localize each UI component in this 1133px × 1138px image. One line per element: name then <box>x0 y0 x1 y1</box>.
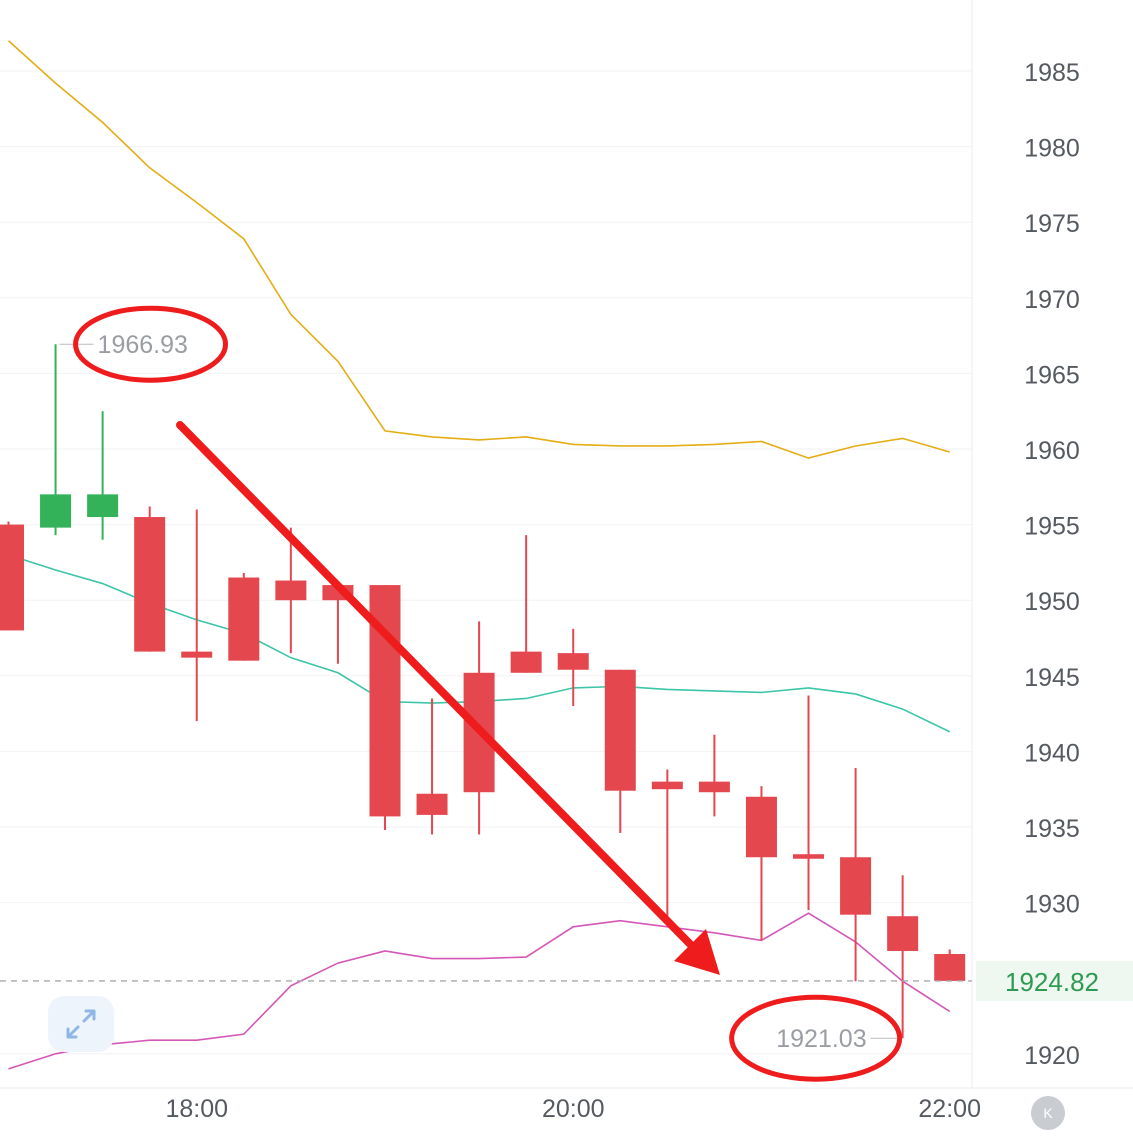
candle-body <box>557 653 589 670</box>
candle-body <box>510 651 542 673</box>
bullish-candle <box>40 344 72 536</box>
bearish-candle <box>228 572 260 661</box>
price-tick-label: 1975 <box>1024 210 1080 238</box>
upper-band-line <box>7 40 950 459</box>
time-tick-label: 22:00 <box>918 1095 981 1123</box>
axis-labels: 1985 1980 1975 1970 1965 1960 1955 1950 1945 1940… <box>0 59 1133 1123</box>
down-arrow-shaft <box>176 421 694 948</box>
candle-body <box>887 916 919 951</box>
low-price-label: 1921.03 <box>776 1025 866 1053</box>
candle-body <box>934 954 966 981</box>
time-tick-label: 20:00 <box>542 1095 605 1123</box>
price-tick-label: 1920 <box>1024 1042 1080 1070</box>
expand-chart-button[interactable] <box>48 996 114 1052</box>
current-price-tag <box>976 960 1133 1001</box>
bearish-candle <box>651 769 683 926</box>
candle-body <box>840 857 872 915</box>
candle-body <box>0 524 24 631</box>
bearish-candle <box>510 535 542 673</box>
price-tick-label: 1970 <box>1024 286 1080 314</box>
price-tick-label: 1950 <box>1024 588 1080 616</box>
candle-body <box>698 781 730 793</box>
k-button[interactable]: K <box>1031 1096 1065 1130</box>
bearish-candle <box>134 506 166 652</box>
bearish-candle <box>698 734 730 817</box>
down-arrow-head <box>674 929 720 975</box>
bearish-candle <box>416 698 448 835</box>
time-tick-label: 18:00 <box>165 1095 228 1123</box>
candles <box>0 344 966 1039</box>
current-price-label: 1924.82 <box>1005 967 1099 997</box>
price-tick-label: 1945 <box>1024 664 1080 692</box>
bearish-candle <box>181 509 213 722</box>
candle-body <box>416 793 448 815</box>
price-tick-label: 1980 <box>1024 135 1080 163</box>
price-tick-label: 1935 <box>1024 815 1080 843</box>
candle-body <box>181 651 213 658</box>
lower-band-line <box>8 912 951 1070</box>
price-tick-label: 1985 <box>1024 59 1080 87</box>
high-price-label: 1966.93 <box>98 331 188 359</box>
candle-body <box>793 854 825 859</box>
candle-body <box>228 577 260 661</box>
bearish-candle <box>275 527 307 654</box>
grid <box>0 0 1133 1089</box>
price-tick-label: 1965 <box>1024 361 1080 389</box>
bearish-candle <box>934 949 966 981</box>
candle-body <box>87 494 119 518</box>
bearish-candle <box>887 875 919 1039</box>
expand-arrows-icon <box>66 1009 96 1039</box>
candle-body <box>275 580 307 601</box>
bearish-candle <box>840 768 872 982</box>
bearish-candle <box>557 628 589 707</box>
candle-body <box>604 669 636 791</box>
price-tick-label: 1960 <box>1024 437 1080 465</box>
bearish-candle <box>0 521 24 631</box>
bearish-candle <box>604 669 636 834</box>
annotations <box>73 305 903 1082</box>
candle-body <box>40 494 72 528</box>
candle-body <box>651 781 683 790</box>
bearish-candle <box>745 786 777 941</box>
candle-body <box>134 517 166 652</box>
price-tick-label: 1930 <box>1024 891 1080 919</box>
high-annotation-circle <box>73 305 229 383</box>
low-annotation-circle <box>729 994 903 1082</box>
candle-body <box>745 796 777 858</box>
bullish-candle <box>87 411 119 540</box>
bearish-candle <box>793 695 825 911</box>
price-tick-label: 1940 <box>1024 739 1080 767</box>
price-tick-label: 1955 <box>1024 513 1080 541</box>
